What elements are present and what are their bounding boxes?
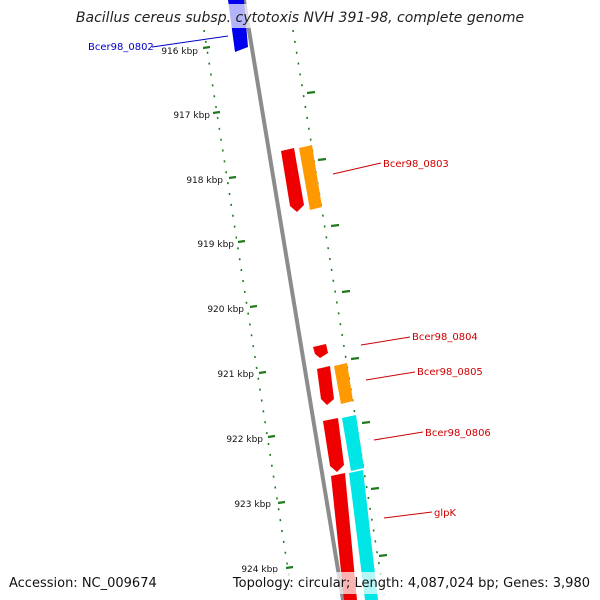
map-title: Bacillus cereus subsp. cytotoxis NVH 391… [76,10,524,26]
callout-lines [151,35,433,519]
tick-mark [317,157,327,162]
tick-mark [202,45,211,50]
tick-mark [341,289,351,294]
tick-label: 917 kbp [173,111,210,121]
tick-labels: 916 kbp 917 kbp 918 kbp 919 kbp 920 kbp … [161,47,278,575]
feature-bcer98-0806-cyan[interactable] [342,415,364,471]
tick-mark [228,175,237,180]
gene-bcer98-0806-arrow[interactable] [323,418,344,472]
tick-mark [378,553,388,558]
tick-mark [237,239,246,244]
tick-mark [249,304,258,309]
genome-backbone [242,0,345,600]
tick-label: 916 kbp [161,47,198,57]
callout-line [373,431,424,441]
tick-label: 919 kbp [197,240,234,250]
gene-label-bcer98-0802[interactable]: Bcer98_0802 [88,42,154,53]
tick-label: 921 kbp [217,370,254,380]
tick-marks [202,45,388,570]
title-backdrop [80,4,525,28]
gene-bcer98-0805-arrow[interactable] [317,366,334,405]
gene-label-bcer98-0805[interactable]: Bcer98_0805 [417,367,483,378]
outer-dotted-ring [292,29,385,596]
gene-labels: Bcer98_0802 Bcer98_0803 Bcer98_0804 Bcer… [88,42,491,519]
tick-mark [267,434,276,439]
tick-mark [277,500,286,505]
tick-mark [350,356,360,361]
gene-features [228,0,378,600]
feature-bcer98-0805-orange[interactable] [334,363,353,404]
accession-text: Accession: NC_009674 [9,576,157,591]
feature-glpk-cyan[interactable] [349,470,378,600]
gene-label-bcer98-0804[interactable]: Bcer98_0804 [412,332,478,343]
tick-mark [330,223,340,228]
tick-label: 922 kbp [226,435,263,445]
gene-glpk-arrow[interactable] [331,473,357,600]
tick-mark [212,110,221,115]
feature-bcer98-0803-orange[interactable] [299,145,322,210]
tick-mark [370,486,380,491]
tick-label: 924 kbp [241,565,278,575]
tick-label: 918 kbp [186,176,223,186]
gene-label-bcer98-0806[interactable]: Bcer98_0806 [425,428,491,439]
callout-line [151,35,229,48]
tick-mark [361,420,371,425]
tick-label: 923 kbp [234,500,271,510]
callout-line [383,511,433,519]
callout-line [365,371,416,381]
callout-line [360,336,411,346]
gene-bcer98-0804-arrow[interactable] [313,344,328,358]
footer-backdrop [0,572,600,594]
tick-mark [258,370,267,375]
gene-label-glpk[interactable]: glpK [434,508,456,519]
gene-bcer98-0803-arrow[interactable] [281,148,304,212]
callout-line [332,162,382,175]
genome-summary-text: Topology: circular; Length: 4,087,024 bp… [232,576,590,591]
gene-label-bcer98-0803[interactable]: Bcer98_0803 [383,159,449,170]
tick-label: 920 kbp [207,305,244,315]
tick-mark [285,565,294,570]
tick-mark [306,90,316,95]
